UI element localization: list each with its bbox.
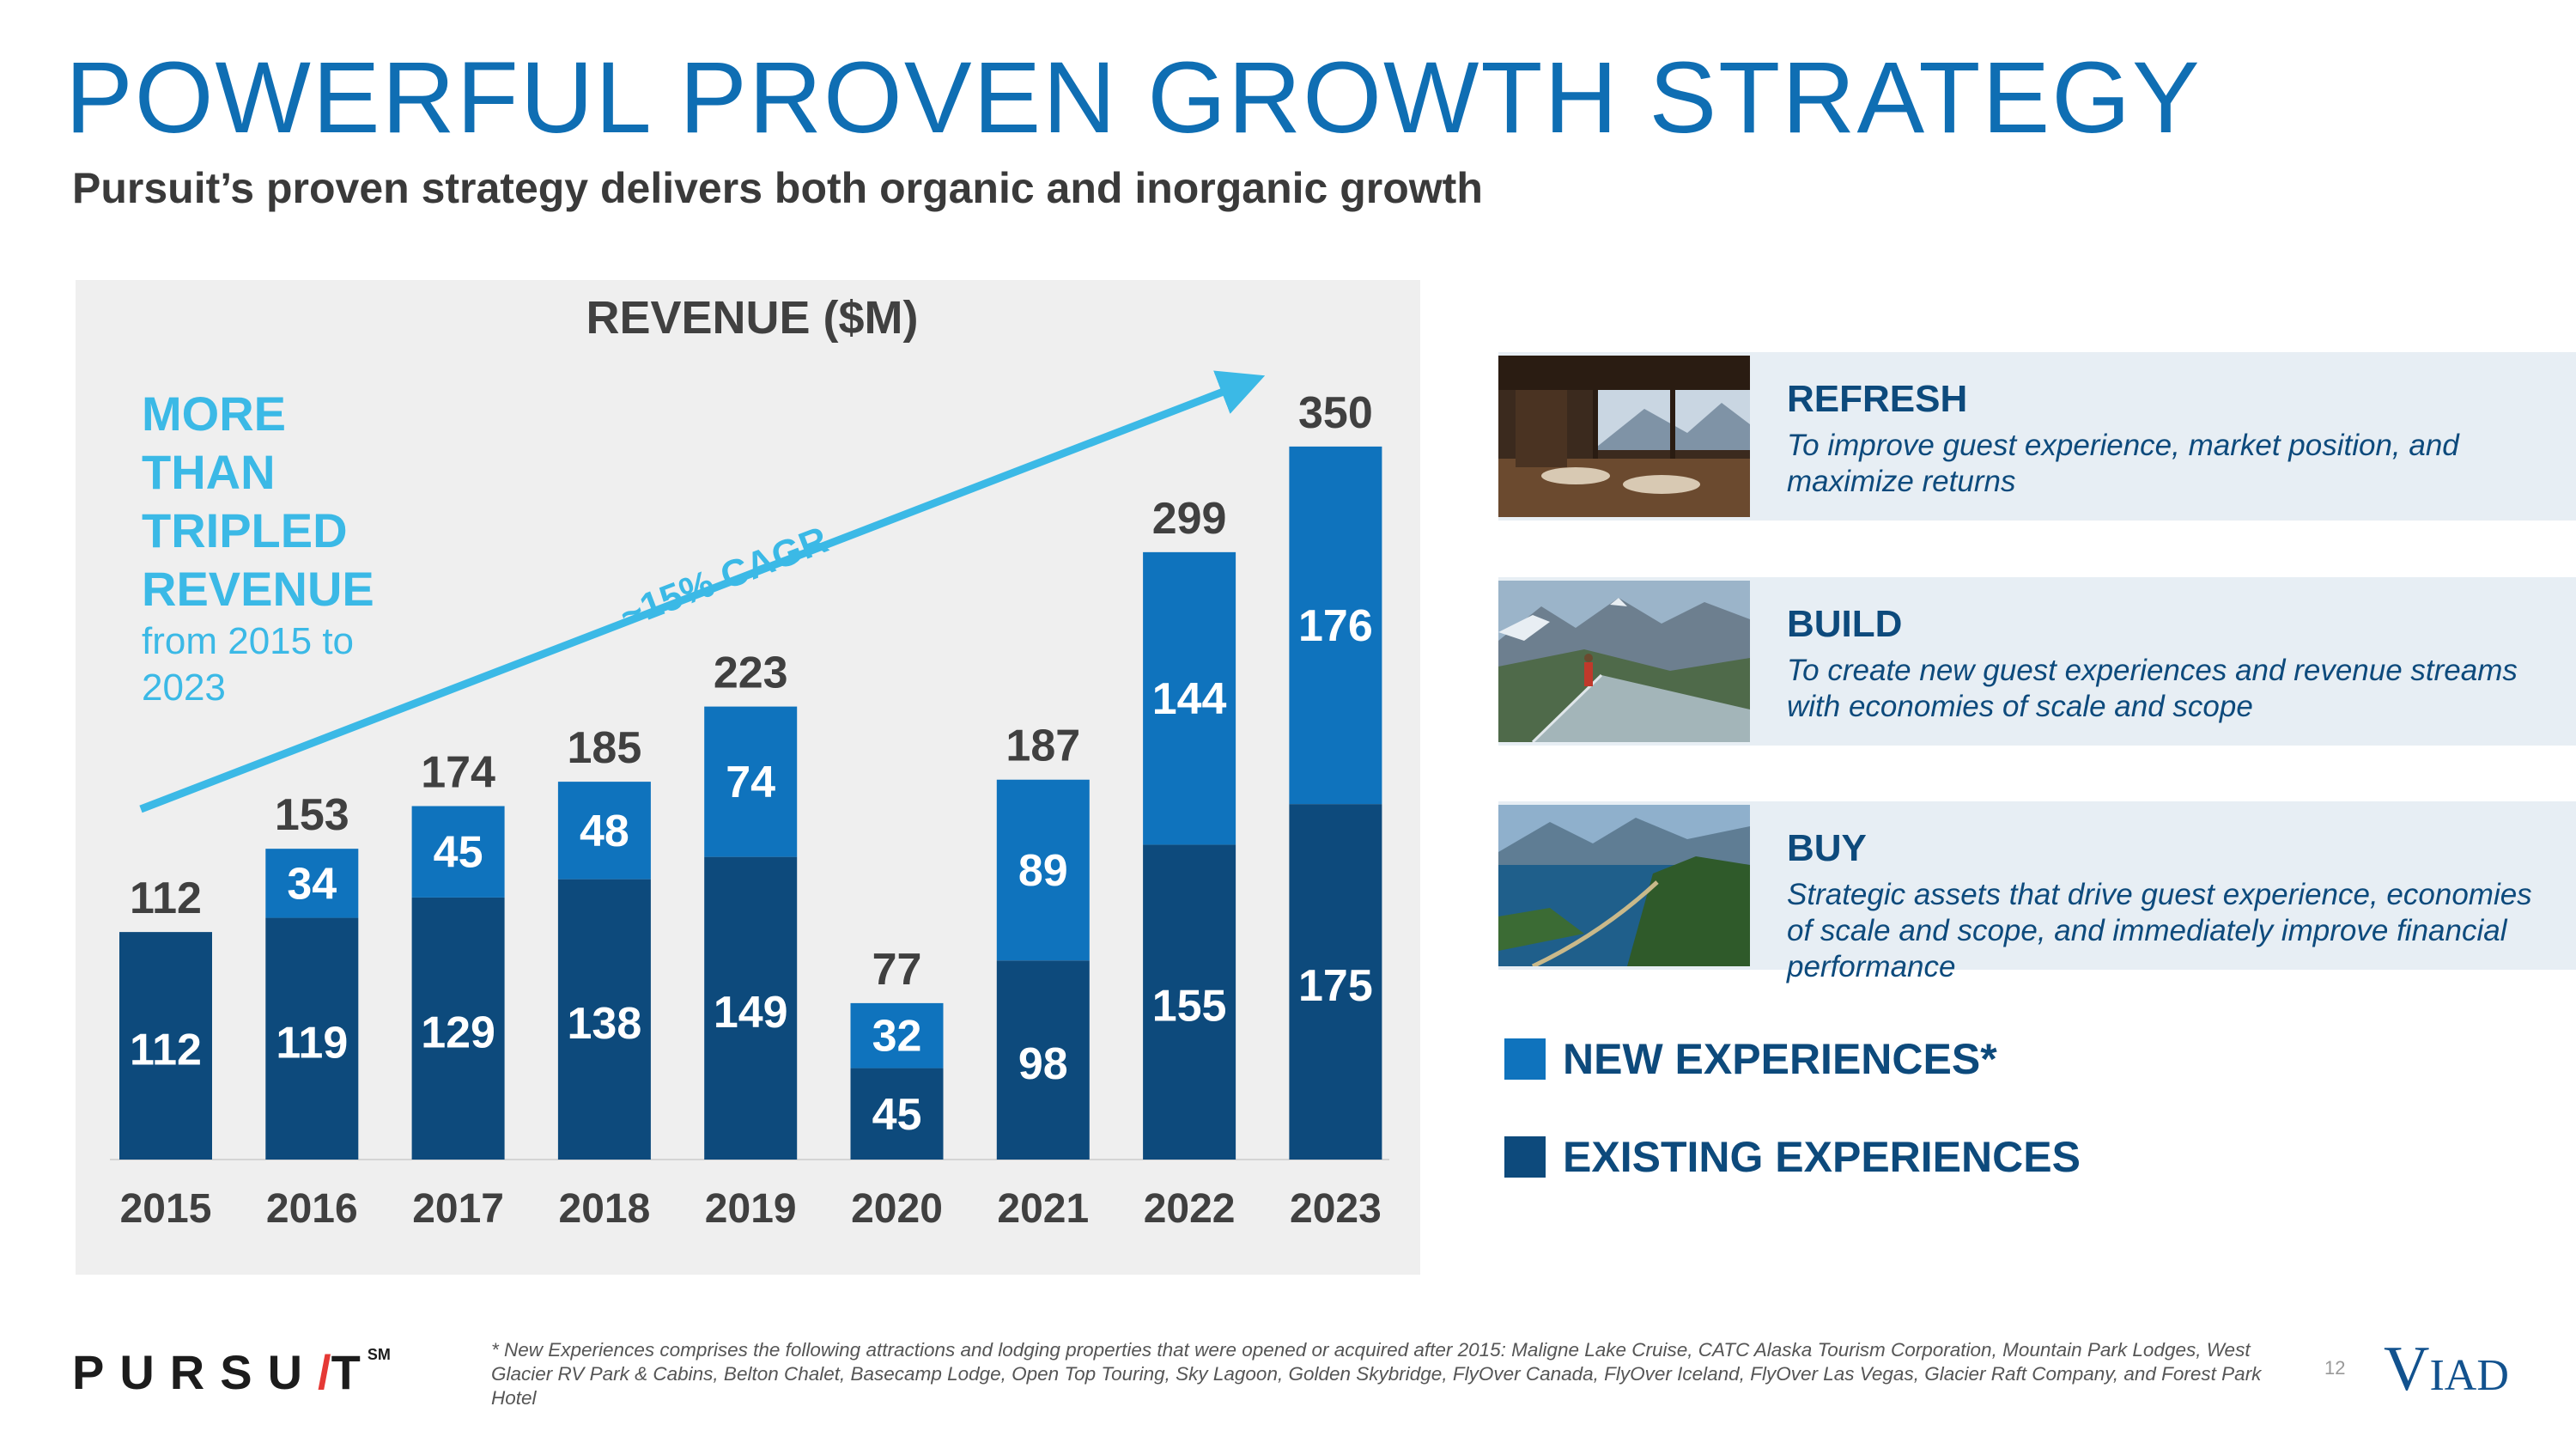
footnote: * New Experiences comprises the followin…	[491, 1339, 2262, 1409]
data-label-existing: 138	[568, 999, 642, 1049]
data-label-new: 48	[580, 807, 629, 856]
revenue-chart-panel: REVENUE ($M) 112 112 2015 119 34 153 2016 129 45 1…	[76, 280, 1420, 1275]
data-label-existing: 129	[421, 1008, 495, 1057]
callout-line: TRIPLED	[142, 503, 348, 557]
x-tick-label: 2022	[1144, 1186, 1236, 1232]
bar-new-2017	[411, 806, 505, 898]
strategy-description: Strategic assets that drive guest experi…	[1787, 878, 2532, 983]
data-label-total: 350	[1298, 388, 1373, 438]
data-label-total: 77	[872, 945, 922, 995]
data-label-existing: 155	[1152, 982, 1227, 1032]
bar-new-2016	[265, 849, 359, 918]
strategy-refresh: REFRESH To improve guest experience, mar…	[1498, 352, 2576, 521]
data-label-existing: 112	[130, 1026, 202, 1075]
strategy-buy: BUY Strategic assets that drive guest ex…	[1498, 801, 2576, 983]
data-label-total: 187	[1005, 721, 1080, 771]
strategy-name: BUILD	[1787, 603, 1903, 645]
strategy-description: To improve guest experience, market posi…	[1787, 429, 2459, 498]
chart-title: REVENUE ($M)	[586, 292, 918, 344]
strategy-build: BUILD To create new guest experiences an…	[1498, 577, 2576, 746]
viad-logo: VIAD	[2384, 1334, 2509, 1404]
legend-swatch	[1504, 1136, 1546, 1178]
data-label-total: 299	[1152, 494, 1227, 544]
x-tick-label: 2015	[120, 1186, 212, 1232]
bar-new-2022	[1143, 551, 1236, 845]
data-label-existing: 175	[1298, 961, 1373, 1011]
data-label-total: 174	[421, 747, 495, 797]
bar-existing-2023	[1289, 804, 1382, 1160]
legend-swatch	[1504, 1038, 1546, 1080]
revenue-chart: REVENUE ($M) 112 112 2015 119 34 153 2016 129 45 1…	[110, 292, 1389, 1232]
page-number: 12	[2324, 1357, 2346, 1379]
x-tick-label: 2017	[412, 1186, 504, 1232]
bar-new-2019	[704, 706, 798, 857]
legend-label: NEW EXPERIENCES*	[1563, 1035, 1997, 1083]
cagr-label: ~15% CAGR	[614, 519, 834, 636]
bar-new-2021	[996, 779, 1090, 961]
data-label-total: 185	[568, 723, 642, 773]
x-tick-label: 2020	[851, 1186, 943, 1232]
bar-existing-2019	[704, 856, 798, 1160]
strategy-name: BUY	[1787, 827, 1867, 869]
callout-detail: from 2015 to 2023	[142, 620, 355, 709]
bar-new-2018	[557, 782, 651, 880]
data-label-total: 153	[275, 790, 349, 840]
data-label-new: 34	[287, 859, 337, 909]
bar-existing-2015	[119, 932, 212, 1160]
data-label-total: 112	[130, 874, 202, 923]
x-tick-label: 2019	[705, 1186, 797, 1232]
data-label-total: 223	[714, 648, 788, 698]
data-label-new: 144	[1152, 674, 1227, 724]
data-label-new: 89	[1018, 846, 1068, 896]
bar-existing-2020	[850, 1068, 944, 1160]
bar-existing-2022	[1143, 844, 1236, 1160]
data-label-new: 74	[726, 758, 775, 807]
data-label-new: 32	[872, 1012, 922, 1062]
data-label-new: 176	[1298, 601, 1373, 651]
strategy-name: REFRESH	[1787, 378, 1968, 420]
data-label-existing: 149	[714, 988, 788, 1038]
pursuit-logo: PURSU/TSM	[72, 1345, 391, 1399]
x-tick-label: 2023	[1290, 1186, 1382, 1232]
bar-existing-2017	[411, 897, 505, 1160]
strategy-description: To create new guest experiences and reve…	[1787, 654, 2518, 723]
restaurant-photo	[1498, 356, 1750, 517]
bar-existing-2016	[265, 917, 359, 1160]
data-label-existing: 45	[872, 1090, 922, 1140]
bar-existing-2021	[996, 960, 1090, 1160]
data-label-existing: 119	[276, 1018, 348, 1068]
x-tick-label: 2021	[997, 1186, 1089, 1232]
callout-line: REVENUE	[142, 562, 374, 616]
callout-line: THAN	[142, 445, 276, 499]
data-label-new: 45	[434, 828, 483, 878]
data-label-existing: 98	[1018, 1039, 1068, 1089]
page-subtitle: Pursuit’s proven strategy delivers both …	[72, 164, 1483, 212]
legend-label: EXISTING EXPERIENCES	[1563, 1133, 2081, 1181]
bar-existing-2018	[557, 879, 651, 1160]
bar-new-2023	[1289, 446, 1382, 805]
bar-new-2020	[850, 1002, 944, 1068]
callout-line: MORE	[142, 387, 286, 441]
skywalk-photo	[1498, 581, 1750, 742]
cagr-arrow	[139, 370, 1266, 813]
page-title: POWERFUL PROVEN GROWTH STRATEGY	[65, 41, 2202, 155]
x-tick-label: 2016	[266, 1186, 358, 1232]
lake-photo	[1498, 805, 1750, 966]
x-tick-label: 2018	[559, 1186, 651, 1232]
growth-callout: MORE THAN TRIPLED REVENUE from 2015 to 2…	[142, 385, 425, 711]
